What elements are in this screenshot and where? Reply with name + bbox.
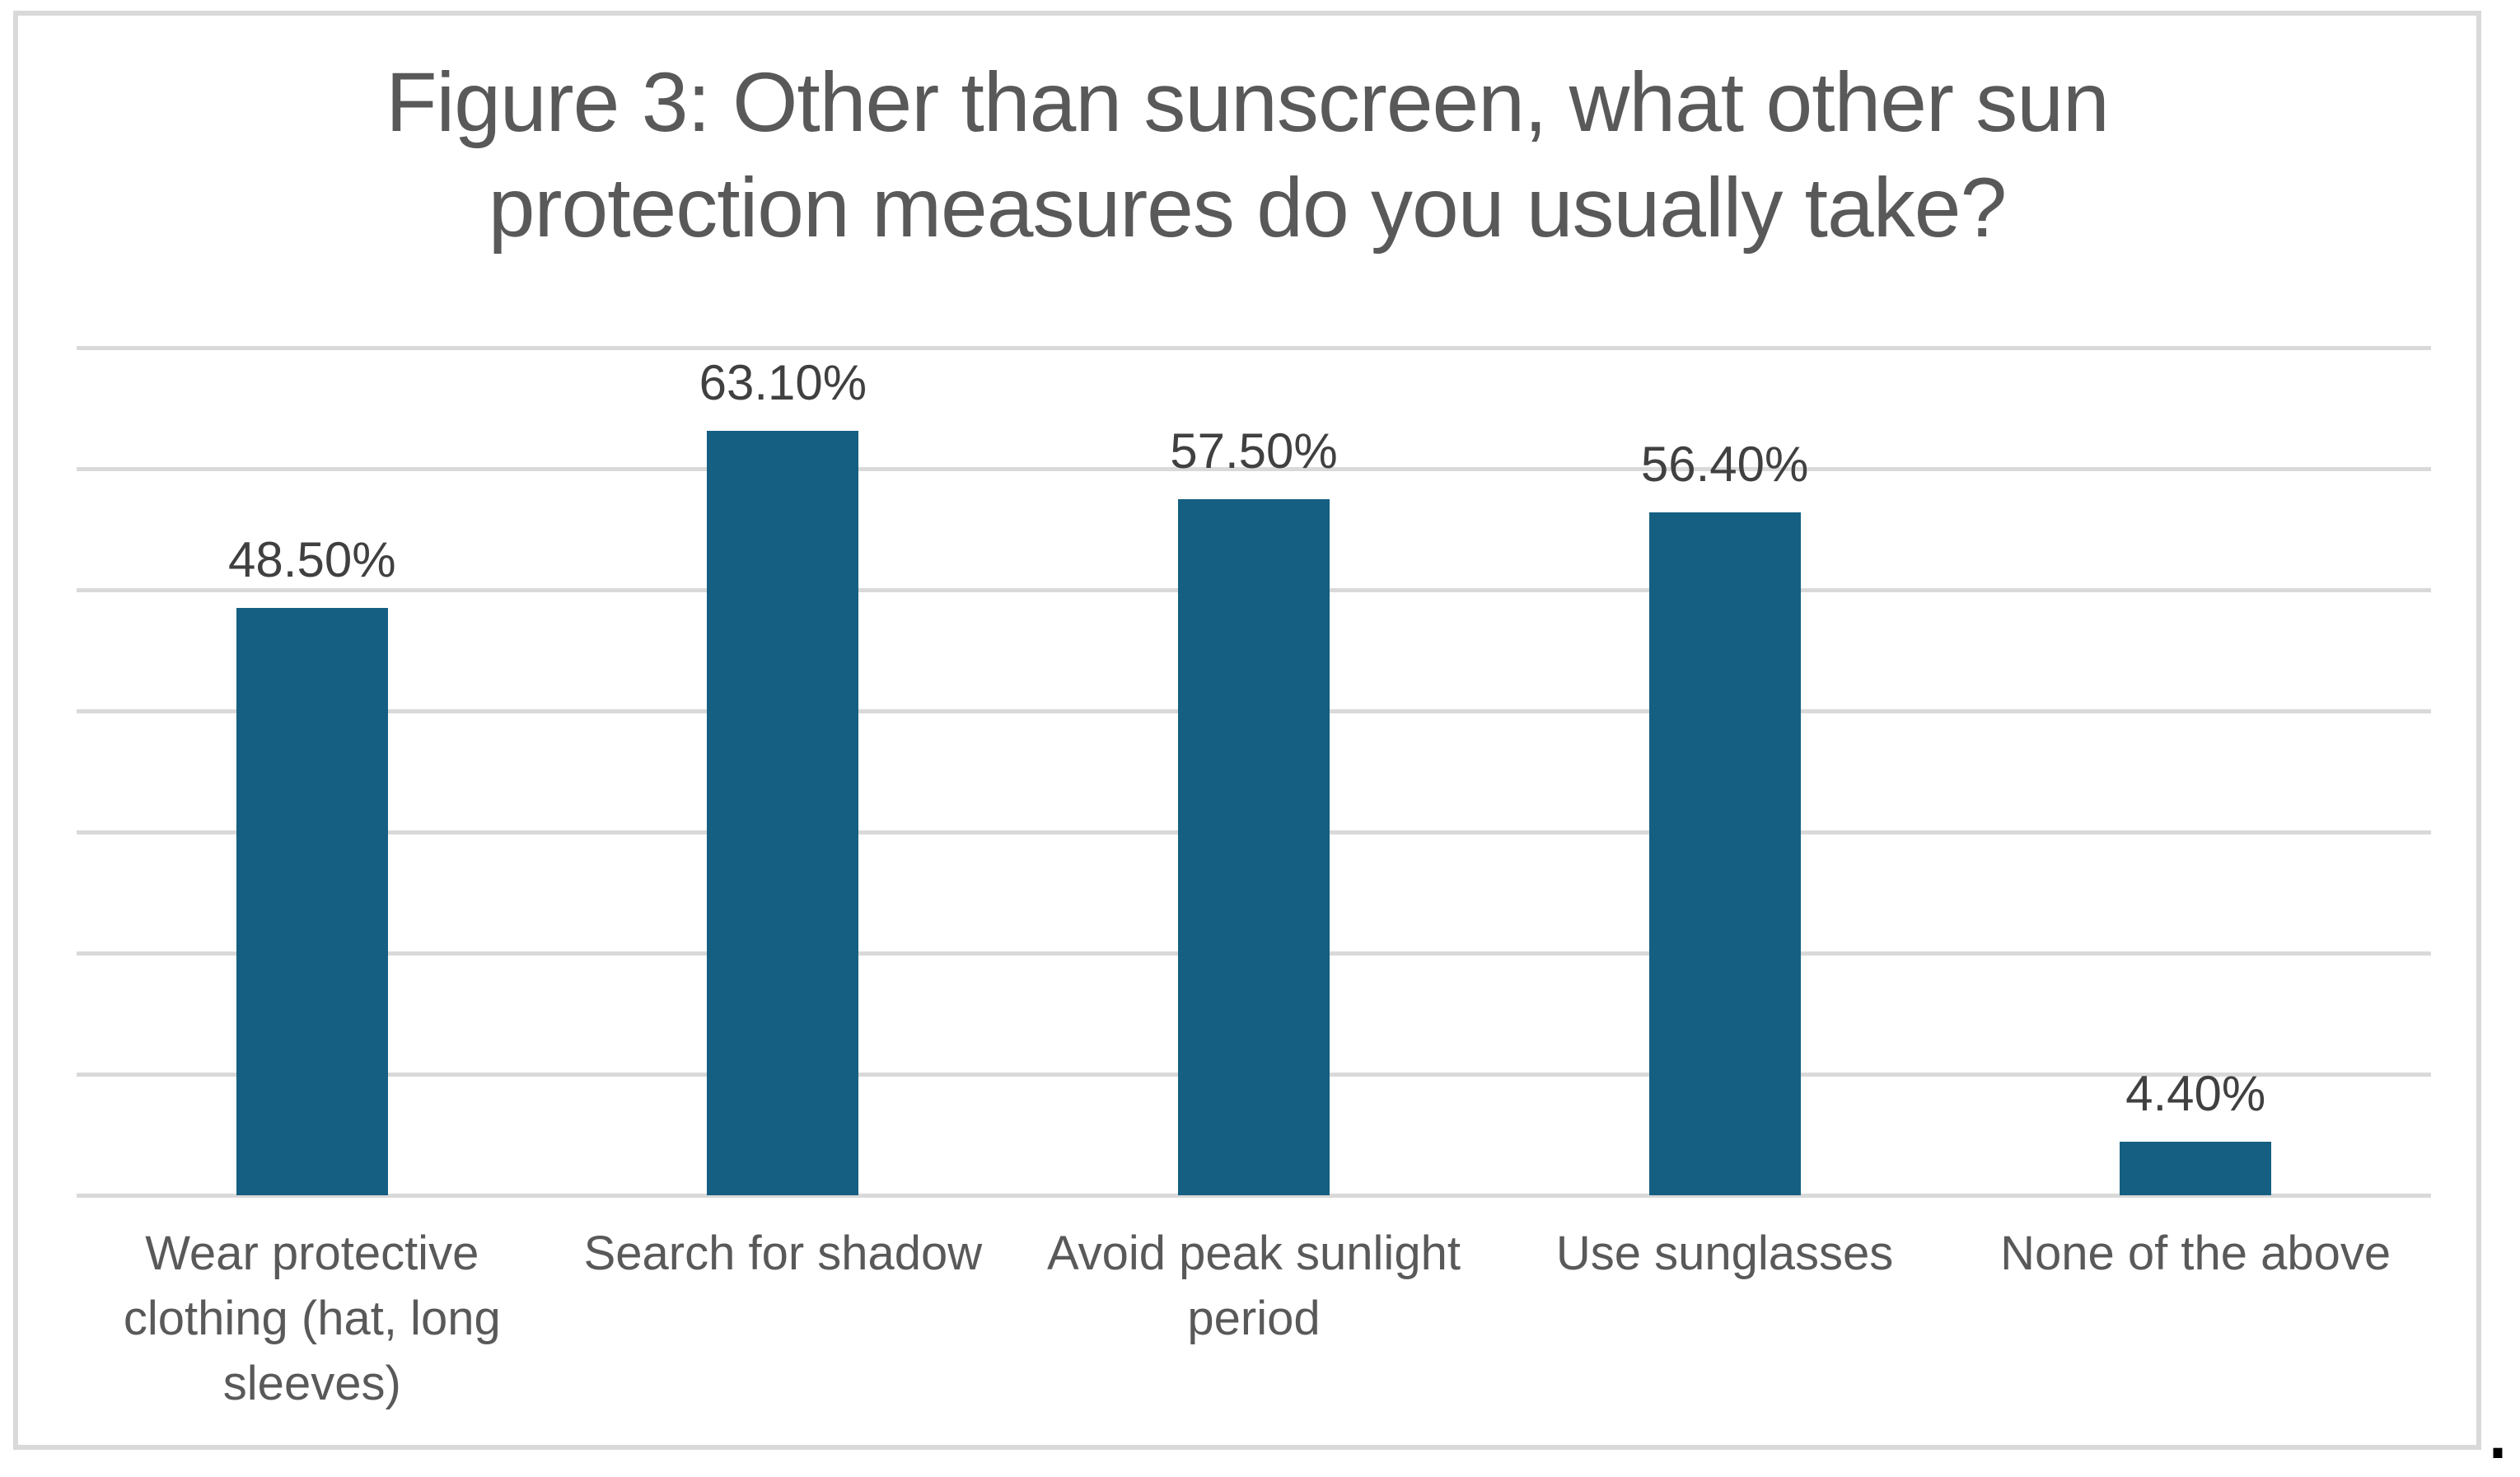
bar: [1178, 498, 1330, 1195]
x-axis-category-label-line: Use sunglasses: [1555, 1227, 1894, 1280]
x-axis-category: Search for shadow: [548, 1221, 1019, 1416]
x-axis-category-label: Use sunglasses: [1556, 1221, 1893, 1416]
bar: [707, 431, 859, 1195]
x-axis-category-label: Avoid peak sunlight period: [1047, 1221, 1461, 1416]
x-axis-category: Avoid peak sunlight period: [1018, 1221, 1489, 1416]
chart-title: Figure 3: Other than sunscreen, what oth…: [13, 49, 2481, 260]
x-axis-category: Use sunglasses: [1489, 1221, 1961, 1416]
bar-value-label: 4.40%: [2125, 1066, 2266, 1122]
gridline: [77, 466, 2431, 471]
gridline: [77, 1193, 2431, 1198]
x-axis-category-label-line: sleeves): [222, 1357, 401, 1410]
bar-value-label: 57.50%: [1170, 423, 1338, 479]
chart-title-line-1: Figure 3: Other than sunscreen, what oth…: [386, 55, 2110, 149]
x-axis-category-label-line: period: [1187, 1292, 1321, 1345]
bar: [1648, 512, 1801, 1195]
x-axis-category-label: Search for shadow: [584, 1221, 983, 1416]
x-axis-category-label: Wear protective clothing (hat, long sleeve…: [124, 1221, 501, 1416]
bar-value-label: 48.50%: [228, 532, 396, 588]
chart-title-line-2: protection measures do you usually take?: [488, 161, 2007, 255]
bar-value-label: 56.40%: [1640, 436, 1809, 492]
x-axis-category-label: None of the above: [2000, 1221, 2391, 1416]
x-axis-category-label-line: None of the above: [2000, 1227, 2391, 1280]
trailing-period: .: [2485, 1373, 2511, 1477]
bar: [2120, 1142, 2272, 1195]
gridline: [77, 345, 2431, 350]
x-axis-labels: Wear protective clothing (hat, long sleeve…: [77, 1221, 2431, 1416]
x-axis-category: None of the above: [1960, 1221, 2431, 1416]
x-axis-category: Wear protective clothing (hat, long sleeve…: [77, 1221, 548, 1416]
bar: [236, 608, 388, 1195]
x-axis-category-label-line: Wear protective: [145, 1227, 479, 1280]
x-axis-category-label-line: Search for shadow: [583, 1227, 983, 1280]
x-axis-category-label-line: Avoid peak sunlight: [1047, 1227, 1461, 1280]
plot-area: 48.50% 63.10% 57.50% 56.40% 4.40%: [77, 345, 2431, 1198]
bar-value-label: 63.10%: [699, 355, 867, 411]
x-axis-category-label-line: clothing (hat, long: [123, 1292, 501, 1345]
